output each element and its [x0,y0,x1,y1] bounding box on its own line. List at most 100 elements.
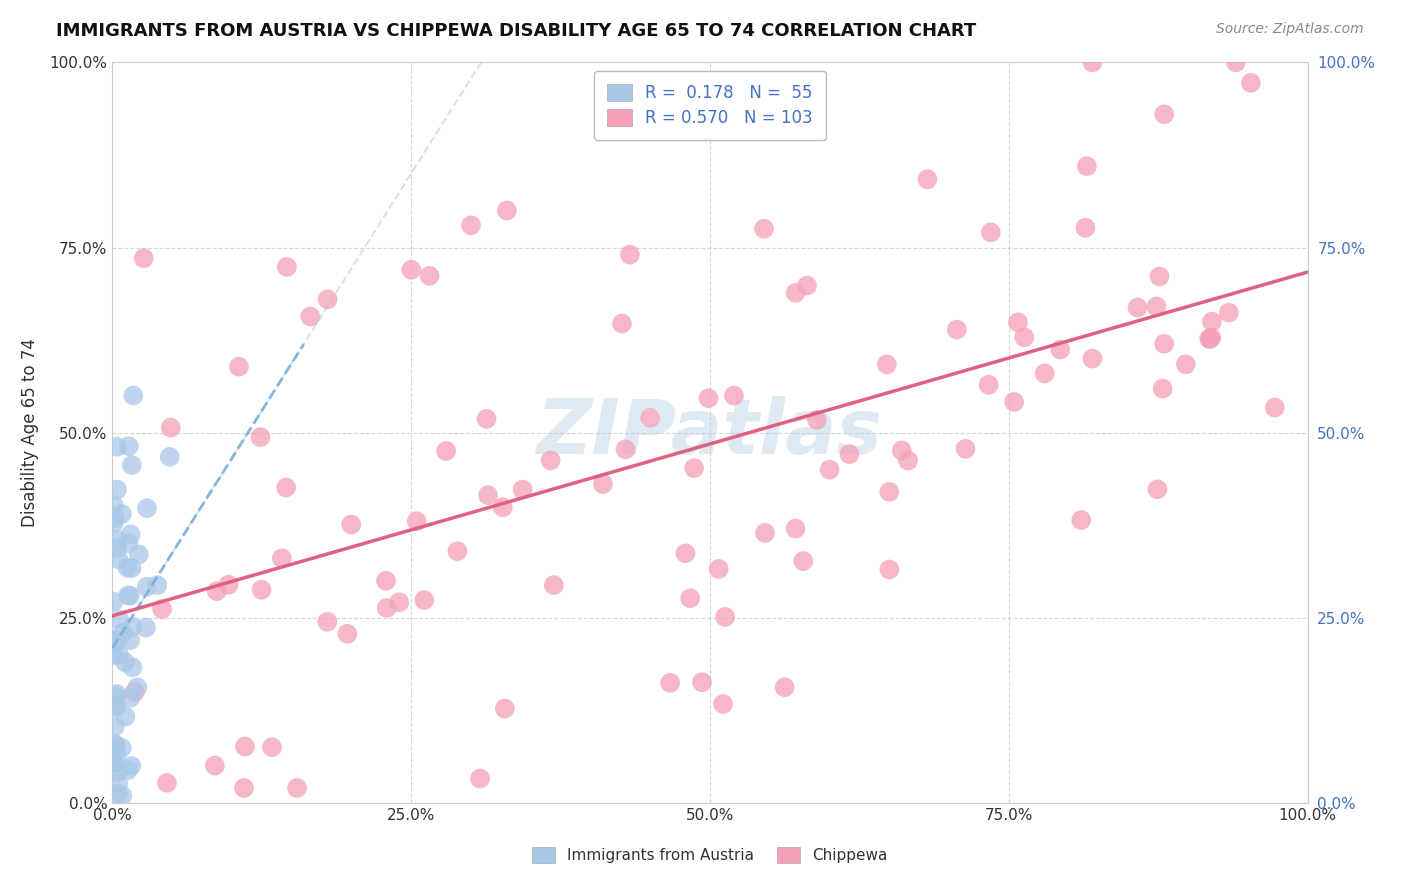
Point [1149,269,1171,284]
Point [1070,513,1092,527]
Point [955,442,977,456]
Point [1002,395,1025,409]
Point [105,687,128,701]
Point [619,247,641,261]
Point [375,574,398,588]
Point [285,780,308,795]
Point [233,739,256,754]
Point [1201,314,1223,328]
Point [108,612,131,626]
Point [1081,55,1104,70]
Point [117,589,139,603]
Point [477,488,499,502]
Point [104,698,127,713]
Point [610,317,633,331]
Point [105,700,128,714]
Point [1146,483,1168,497]
Point [413,593,436,607]
Point [468,772,491,786]
Point [120,527,142,541]
Point [754,525,776,540]
Point [146,578,169,592]
Point [205,584,228,599]
Point [592,477,614,491]
Y-axis label: Disability Age 65 to 74: Disability Age 65 to 74 [21,338,38,527]
Point [1049,343,1071,357]
Point [114,655,136,669]
Point [1007,315,1029,329]
Point [111,507,134,521]
Point [107,787,129,801]
Point [107,541,129,555]
Point [103,594,125,608]
Text: ZIPatlas: ZIPatlas [537,396,883,469]
Point [103,498,125,512]
Point [1076,159,1098,173]
Point [127,681,149,695]
Point [336,627,359,641]
Point [419,268,441,283]
Point [316,615,339,629]
Point [159,420,181,434]
Point [107,552,129,566]
Point [107,533,129,547]
Point [103,633,125,648]
Point [250,582,273,597]
Point [103,756,125,770]
Point [977,377,1000,392]
Point [711,697,734,711]
Point [897,453,920,467]
Point [1144,299,1167,313]
Point [111,789,134,803]
Point [107,764,129,779]
Point [876,357,898,371]
Point [494,701,516,715]
Point [460,219,482,233]
Point [917,172,939,186]
Point [707,562,730,576]
Point [121,660,143,674]
Point [120,589,142,603]
Point [135,621,157,635]
Point [111,626,134,640]
Point [401,262,423,277]
Point [1033,367,1056,381]
Point [103,516,125,531]
Point [659,676,682,690]
Point [640,410,662,425]
Point [104,690,127,705]
Point [1218,305,1240,319]
Point [723,388,745,402]
Point [879,484,901,499]
Point [1264,401,1286,415]
Point [276,260,298,274]
Point [446,544,468,558]
Point [121,620,143,634]
Point [792,554,814,568]
Point [120,690,142,705]
Point [434,444,457,458]
Point [124,685,146,699]
Point [276,481,298,495]
Point [340,517,363,532]
Point [111,740,134,755]
Point [752,221,775,235]
Point [679,591,702,606]
Point [156,776,179,790]
Point [104,739,127,753]
Point [120,633,142,648]
Point [159,450,181,464]
Point [690,675,713,690]
Point [543,578,565,592]
Point [136,501,159,516]
Point [121,561,143,575]
Point [1199,332,1222,346]
Point [697,391,720,405]
Point [818,462,841,476]
Point [150,602,173,616]
Point [118,439,141,453]
Point [675,546,697,560]
Point [1198,332,1220,346]
Point [249,430,271,444]
Point [946,323,969,337]
